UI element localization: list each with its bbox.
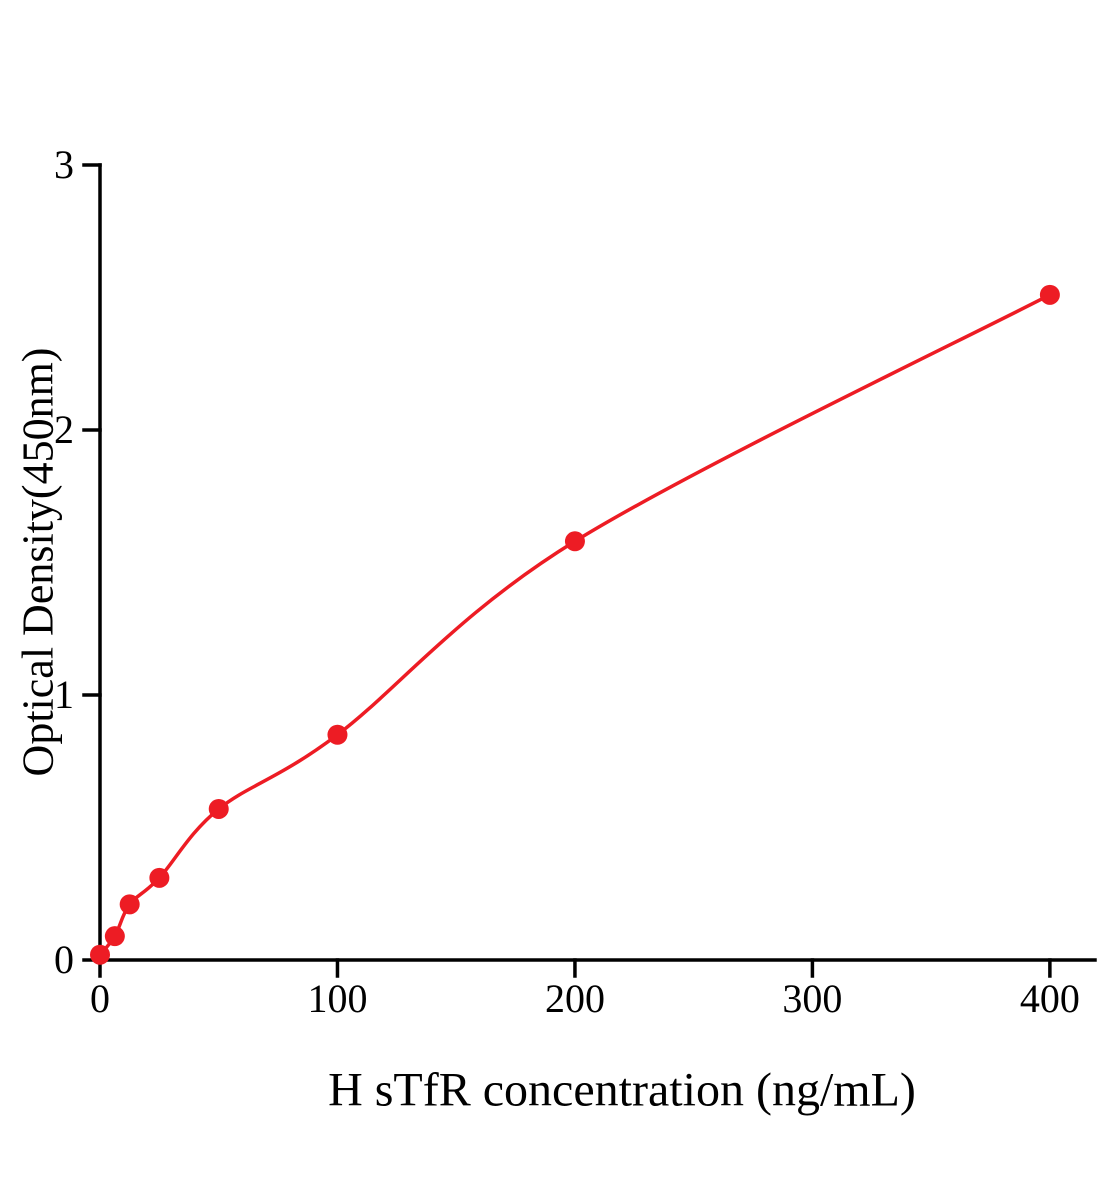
- x-axis-title: H sTfR concentration (ng/mL): [328, 1063, 916, 1117]
- data-point-50: [208, 798, 229, 819]
- y-axis-title: Optical Density(450nm): [13, 347, 63, 777]
- x-tick-label-400: 400: [1020, 976, 1080, 1021]
- data-point-400: [1039, 284, 1060, 305]
- data-point-25: [149, 867, 170, 888]
- y-tick-label-0: 0: [54, 937, 74, 982]
- data-point-0: [90, 944, 110, 965]
- x-tick-label-300: 300: [782, 976, 842, 1021]
- y-tick-label-1: 1: [54, 672, 74, 717]
- fitted-curve: [98, 293, 1051, 956]
- data-point-6.25: [104, 926, 125, 947]
- data-point-12.5: [119, 894, 140, 915]
- x-tick-label-0: 0: [90, 976, 110, 1021]
- data-point-100: [327, 724, 348, 745]
- y-tick-label-2: 2: [54, 407, 74, 452]
- x-tick-label-200: 200: [545, 976, 605, 1021]
- x-tick-label-100: 100: [307, 976, 367, 1021]
- y-tick-label-3: 3: [54, 142, 74, 187]
- data-point-200: [564, 531, 585, 552]
